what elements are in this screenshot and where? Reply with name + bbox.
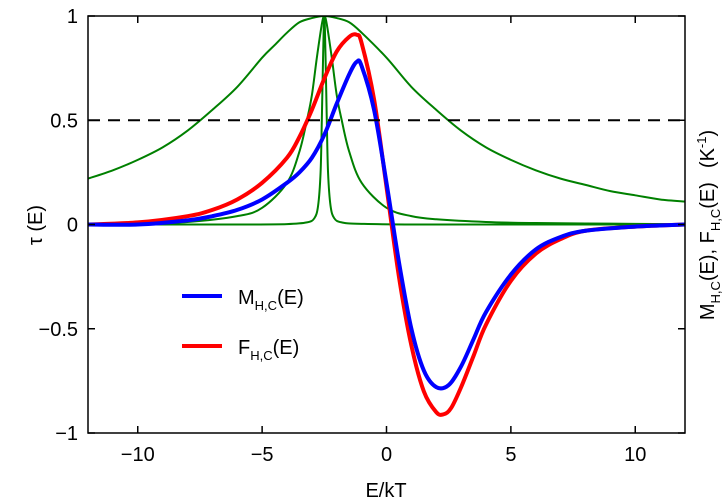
series-tau-wide-line bbox=[88, 16, 685, 203]
x-tick-label: 0 bbox=[381, 444, 392, 466]
y-tick-label: 1 bbox=[67, 6, 78, 28]
y-tick-label: 0.5 bbox=[50, 110, 78, 132]
y-tick-label: −0.5 bbox=[39, 319, 78, 341]
x-tick-label: −10 bbox=[121, 444, 155, 466]
x-tick-label: 10 bbox=[624, 444, 646, 466]
legend-label-m: MH,C(E) bbox=[238, 287, 304, 313]
x-tick-label: −5 bbox=[251, 444, 274, 466]
series-tau-medium-line bbox=[88, 16, 685, 226]
y-tick-label: −1 bbox=[55, 423, 78, 445]
y-axis-label: τ (E) bbox=[25, 205, 47, 245]
y-tick-labels: −1 −0.5 0 0.5 1 bbox=[39, 6, 78, 445]
series-lines bbox=[88, 16, 685, 417]
x-tick-labels: −10 −5 0 5 10 bbox=[121, 444, 647, 466]
legend-label-f: FH,C(E) bbox=[238, 337, 299, 363]
y-tick-label: 0 bbox=[67, 215, 78, 237]
series-m-line bbox=[88, 58, 685, 391]
right-y-axis-label: MH,C(E), FH,C(E)(K-1) bbox=[694, 130, 723, 320]
x-axis-label: E/kT bbox=[365, 480, 406, 502]
series-tau-narrow-line bbox=[88, 16, 685, 226]
x-tick-label: 5 bbox=[505, 444, 516, 466]
axis-ticks bbox=[88, 15, 685, 434]
legend: MH,C(E) FH,C(E) bbox=[182, 287, 304, 363]
